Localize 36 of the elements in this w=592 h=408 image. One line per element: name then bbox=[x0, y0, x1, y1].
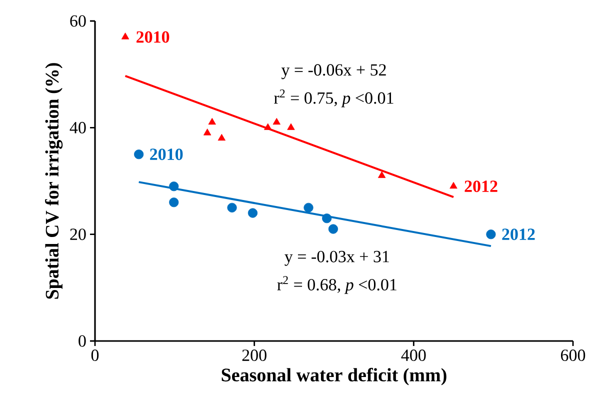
annotation: r$^{2}$ = 0.75, p <0.01 bbox=[274, 89, 394, 108]
point bbox=[287, 123, 295, 130]
point bbox=[208, 118, 216, 125]
point bbox=[169, 198, 179, 208]
x-axis-title: Seasonal water deficit (mm) bbox=[222, 368, 446, 386]
annotation: 2012 bbox=[464, 180, 498, 192]
x-tick-label: 600 bbox=[560, 350, 586, 362]
y-tick-label: 20 bbox=[70, 228, 86, 240]
point bbox=[450, 182, 458, 189]
point bbox=[218, 134, 226, 141]
annotation: 2010 bbox=[150, 148, 183, 160]
point bbox=[169, 182, 179, 192]
x-tick-label: 400 bbox=[401, 350, 426, 362]
annotation: 2010 bbox=[136, 31, 170, 43]
point bbox=[378, 171, 386, 178]
annotation: y = -0.03x + 31 bbox=[284, 250, 389, 266]
point bbox=[486, 230, 496, 240]
annotation: 2012 bbox=[502, 228, 535, 240]
y-tick-label: 60 bbox=[70, 15, 86, 27]
annotation: y = -0.06x + 52 bbox=[281, 64, 386, 80]
point bbox=[121, 32, 130, 40]
point bbox=[203, 128, 212, 136]
point bbox=[227, 202, 237, 212]
y-tick-label: 40 bbox=[70, 122, 86, 134]
point bbox=[304, 202, 314, 212]
point bbox=[272, 118, 280, 125]
point bbox=[248, 208, 258, 218]
point bbox=[134, 150, 144, 160]
annotation: r$^{2}$ = 0.68, p <0.01 bbox=[277, 276, 396, 294]
x-tick-label: 0 bbox=[91, 350, 99, 362]
point bbox=[322, 214, 332, 224]
y-axis-title: Spatial CV for irrigation (%) bbox=[45, 63, 63, 299]
point bbox=[328, 224, 338, 234]
y-tick-label: 0 bbox=[78, 335, 86, 347]
point bbox=[264, 123, 272, 130]
x-tick-label: 200 bbox=[242, 350, 266, 362]
